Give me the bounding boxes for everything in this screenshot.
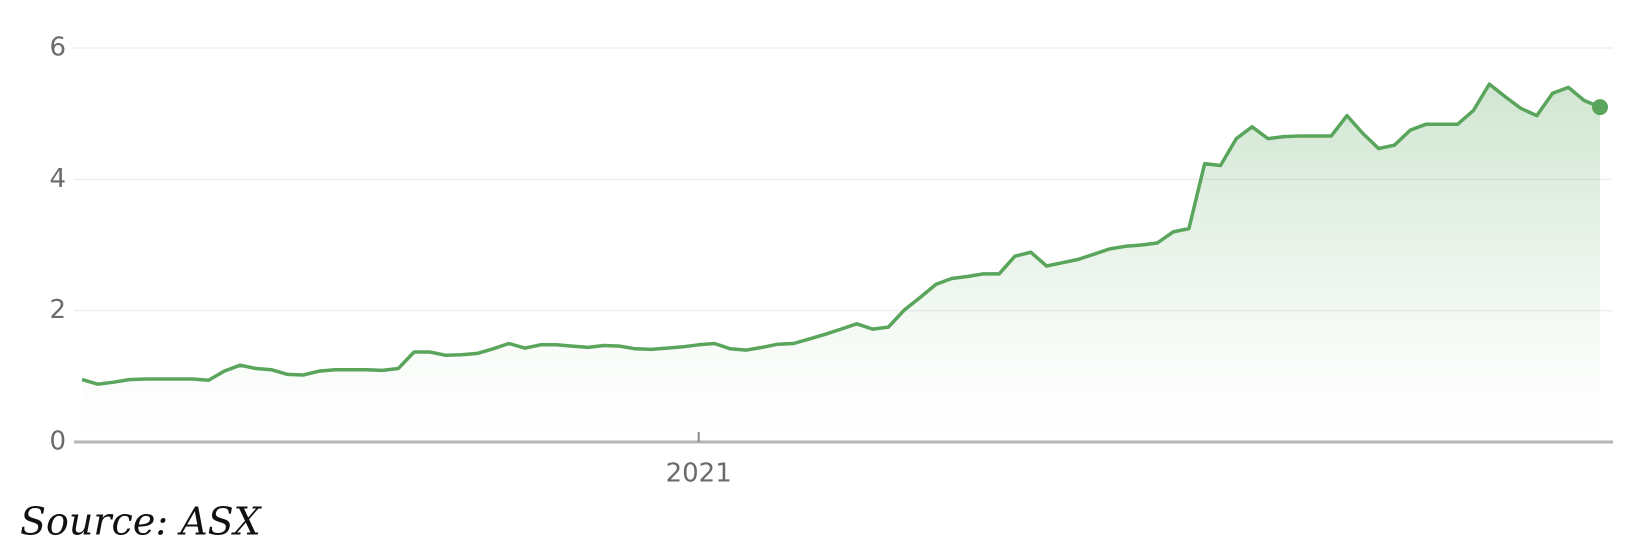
y-tick-label: 2: [49, 295, 66, 325]
y-tick-label: 6: [49, 33, 66, 63]
x-tick-label: 2021: [666, 459, 732, 489]
last-point: [1592, 99, 1608, 116]
area-fill: [82, 84, 1600, 442]
source-note: Source: ASX: [20, 500, 263, 544]
y-tick-label: 4: [49, 164, 66, 194]
price-line: [81, 82, 1601, 386]
y-tick-label: 0: [49, 427, 66, 457]
